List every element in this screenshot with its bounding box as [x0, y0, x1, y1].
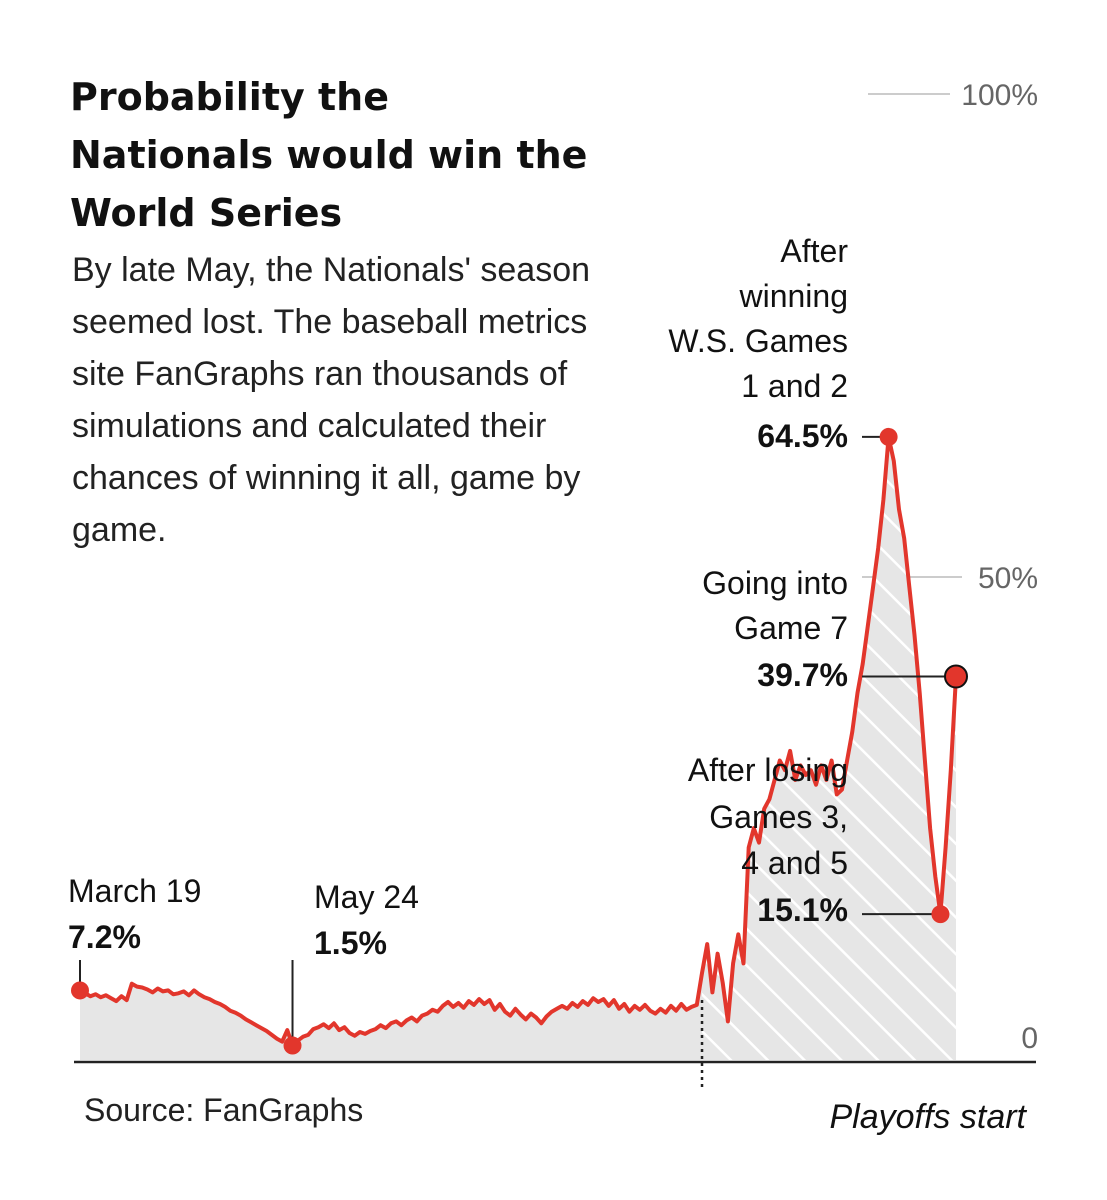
marker-ws-games-1-2: [879, 427, 898, 446]
annotation-text-line: W.S. Games: [668, 323, 848, 359]
annotation-text-line: Games 3,: [709, 799, 848, 835]
annotation-text-line: Game 7: [734, 610, 848, 646]
annotation-text-line: 4 and 5: [741, 845, 848, 881]
series-line: [79, 434, 958, 1048]
annotation-value: 15.1%: [757, 892, 848, 928]
chart-title: Probability the Nationals would win the …: [70, 75, 588, 235]
marker-game-7: [944, 664, 968, 689]
annotation-date: March 19: [68, 873, 201, 909]
annotation-value: 39.7%: [757, 657, 848, 693]
y-tick-label: 50%: [978, 562, 1038, 595]
playoffs-start-label: Playoffs start: [829, 1098, 1027, 1136]
chart-subtitle: By late May, the Nationals' season seeme…: [72, 251, 591, 549]
source-note: Source: FanGraphs: [84, 1092, 364, 1128]
marker-march-19: [71, 981, 89, 1000]
annotation-text-line: After losing: [688, 752, 848, 788]
annotation-value: 7.2%: [68, 919, 141, 955]
y-tick-label: 100%: [961, 79, 1038, 112]
annotation-text-line: 1 and 2: [741, 368, 848, 404]
regular-season-area: [80, 973, 702, 1060]
annotation-date: May 24: [314, 879, 419, 915]
marker-may-24: [283, 1036, 302, 1055]
y-tick-label: 0: [1021, 1022, 1038, 1055]
playoffs-area: [702, 436, 956, 1060]
annotation-text-line: After: [780, 233, 848, 269]
annotation-text-line: Going into: [702, 565, 848, 601]
annotation-text-line: winning: [738, 278, 848, 314]
marker-games-3-4-5: [931, 905, 950, 924]
annotation-value: 64.5%: [757, 418, 848, 454]
annotation-value: 1.5%: [314, 925, 387, 961]
